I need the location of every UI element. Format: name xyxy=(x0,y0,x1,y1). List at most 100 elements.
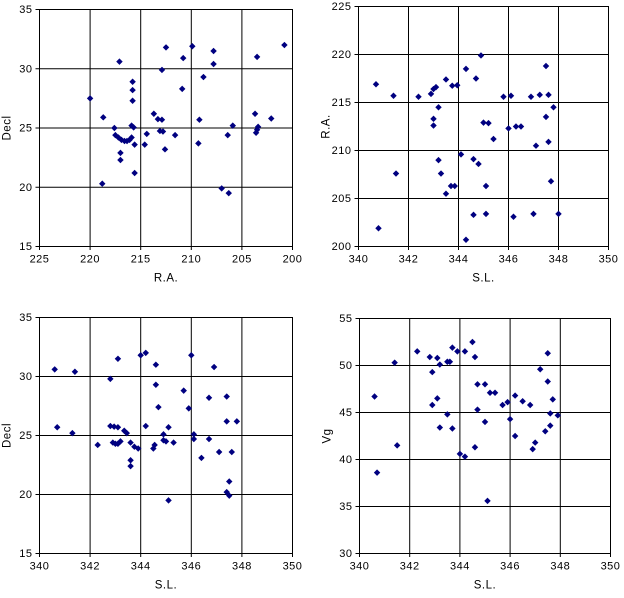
data-point xyxy=(526,401,534,409)
data-point xyxy=(545,91,552,99)
data-point xyxy=(542,113,550,121)
data-point xyxy=(456,450,464,458)
y-tick-label: 45 xyxy=(339,407,352,419)
data-point xyxy=(454,348,461,355)
y-tick-label: 55 xyxy=(339,313,352,325)
data-point xyxy=(454,81,461,89)
data-point xyxy=(471,444,479,451)
data-point xyxy=(393,442,401,449)
data-point xyxy=(116,58,123,65)
x-tick-label: 346 xyxy=(181,561,201,573)
data-point xyxy=(130,124,137,131)
data-point xyxy=(107,422,114,430)
data-point xyxy=(107,375,114,383)
x-axis-title: S.L. xyxy=(155,580,177,592)
data-point xyxy=(544,378,551,385)
data-point xyxy=(544,350,551,357)
data-point xyxy=(223,418,230,425)
data-point xyxy=(111,124,118,132)
data-point xyxy=(225,189,232,197)
x-axis-title: S.L. xyxy=(474,580,496,592)
data-point xyxy=(519,397,526,405)
data-point xyxy=(375,225,382,232)
data-point xyxy=(457,151,465,158)
data-point xyxy=(536,366,544,373)
data-point xyxy=(223,488,230,496)
data-point xyxy=(472,75,480,82)
data-point xyxy=(210,60,217,68)
y-tick-label: 25 xyxy=(19,430,32,442)
data-point xyxy=(127,439,134,446)
x-tick-label: 348 xyxy=(549,254,569,266)
data-point xyxy=(268,115,275,122)
data-point xyxy=(470,155,477,163)
data-point xyxy=(437,170,445,177)
x-tick-label: 205 xyxy=(232,254,252,266)
data-point xyxy=(529,445,536,453)
data-point xyxy=(436,361,444,368)
data-point xyxy=(142,349,149,357)
data-point xyxy=(391,359,398,366)
data-point xyxy=(449,425,456,432)
data-point xyxy=(527,93,535,100)
data-point xyxy=(491,389,499,396)
x-tick-label: 340 xyxy=(350,561,370,573)
data-point xyxy=(224,131,231,139)
data-point xyxy=(158,66,166,74)
data-point xyxy=(554,412,562,419)
data-point xyxy=(390,92,397,100)
data-point xyxy=(474,406,481,413)
y-tick-label: 215 xyxy=(332,97,352,109)
y-tick-label: 15 xyxy=(19,548,32,560)
data-point xyxy=(170,439,177,446)
y-tick-label: 50 xyxy=(339,360,352,372)
data-point xyxy=(185,405,192,412)
data-point xyxy=(253,53,261,61)
data-point xyxy=(485,119,492,127)
data-point xyxy=(481,418,489,426)
x-axis-title: S.L. xyxy=(472,273,494,285)
data-point xyxy=(134,445,142,452)
data-point xyxy=(233,418,241,425)
data-point xyxy=(482,182,490,190)
data-point xyxy=(53,424,61,431)
data-point xyxy=(223,393,230,400)
data-point xyxy=(517,123,525,130)
data-point xyxy=(228,448,236,456)
data-point xyxy=(536,91,543,99)
x-tick-label: 220 xyxy=(80,254,100,266)
x-tick-label: 348 xyxy=(550,561,570,573)
data-point xyxy=(252,129,260,136)
data-point xyxy=(430,115,437,123)
data-point xyxy=(469,338,476,346)
x-tick-label: 344 xyxy=(449,254,469,266)
data-point xyxy=(142,422,149,430)
data-point xyxy=(392,170,400,177)
data-point xyxy=(218,185,225,192)
x-tick-label: 346 xyxy=(500,561,520,573)
y-tick-label: 40 xyxy=(339,454,352,466)
data-point xyxy=(414,348,421,355)
y-tick-label: 205 xyxy=(332,193,352,205)
data-point xyxy=(117,156,124,164)
data-point xyxy=(532,142,540,149)
data-point xyxy=(451,182,458,190)
y-tick-label: 210 xyxy=(332,145,352,157)
data-point xyxy=(127,457,134,464)
data-point xyxy=(426,353,434,361)
x-tick-label: 342 xyxy=(80,561,100,573)
plot-border xyxy=(358,6,609,247)
data-point xyxy=(477,52,485,59)
data-point xyxy=(434,354,441,362)
x-tick-label: 346 xyxy=(499,254,519,266)
data-point xyxy=(506,415,514,423)
x-tick-label: 350 xyxy=(599,254,619,266)
data-point xyxy=(510,213,517,220)
y-tick-label: 20 xyxy=(19,489,32,501)
data-point xyxy=(444,411,451,418)
data-point xyxy=(94,441,101,449)
x-tick-label: 344 xyxy=(450,561,470,573)
data-point xyxy=(372,81,380,88)
data-point xyxy=(435,156,442,164)
data-point xyxy=(150,110,158,118)
